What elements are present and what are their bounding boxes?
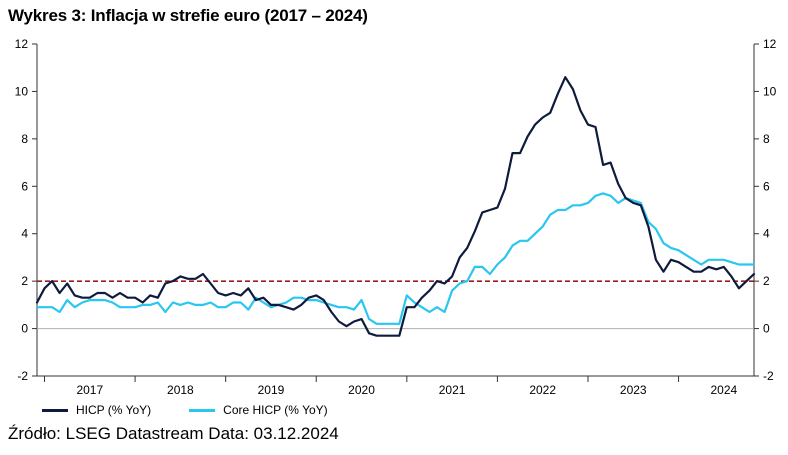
y-tick-label-left: 4 [21, 227, 28, 241]
x-tick-label: 2022 [529, 383, 556, 397]
y-tick-label-right: 0 [763, 322, 770, 336]
y-tick-label-right: -2 [763, 369, 774, 383]
hicp-series-line [35, 76, 756, 337]
legend-swatch-core [189, 408, 216, 412]
x-tick-label: 2020 [348, 383, 375, 397]
y-tick-label-left: 8 [21, 132, 28, 146]
x-tick-label: 2023 [620, 383, 647, 397]
y-tick-label-left: 10 [15, 84, 29, 98]
y-tick-label-left: -2 [17, 369, 28, 383]
x-tick-label: 2019 [258, 383, 285, 397]
legend-swatch-hicp [42, 408, 68, 412]
y-tick-label-right: 2 [763, 274, 770, 288]
y-tick-label-right: 10 [763, 84, 777, 98]
x-tick-label: 2018 [167, 383, 194, 397]
chart-legend: HICP (% YoY) Core HICP (% YoY) [42, 403, 366, 417]
legend-label-core: Core HICP (% YoY) [223, 403, 328, 417]
legend-entry-hicp: HICP (% YoY) [42, 403, 151, 417]
y-tick-label-left: 12 [15, 37, 29, 51]
y-tick-label-left: 6 [21, 179, 28, 193]
source-note: Źródło: LSEG Datastream Data: 03.12.2024 [8, 424, 339, 443]
chart-title: Wykres 3: Inflacja w strefie euro (2017 … [8, 6, 368, 25]
x-tick-label: 2024 [710, 383, 737, 397]
y-tick-label-right: 4 [763, 227, 770, 241]
core-hicp-series-line [35, 192, 756, 325]
y-tick-label-right: 12 [763, 37, 777, 51]
legend-entry-core: Core HICP (% YoY) [189, 403, 328, 417]
y-tick-label-right: 8 [763, 132, 770, 146]
y-tick-label-left: 0 [21, 322, 28, 336]
legend-label-hicp: HICP (% YoY) [76, 403, 152, 417]
y-tick-label-left: 2 [21, 274, 28, 288]
x-tick-label: 2017 [76, 383, 103, 397]
y-tick-label-right: 6 [763, 179, 770, 193]
x-tick-label: 2021 [439, 383, 466, 397]
